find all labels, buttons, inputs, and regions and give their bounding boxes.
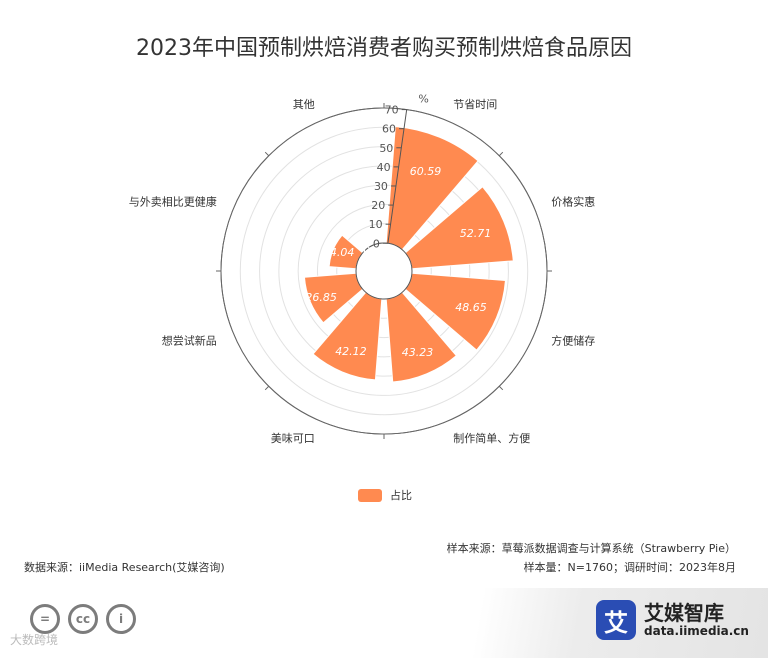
watermark: 大数跨境 — [10, 633, 59, 647]
brand-block: 艾 艾媒智库 data.iimedia.cn — [596, 600, 749, 640]
radial-axis — [387, 109, 408, 244]
cc-icon: cc — [68, 604, 98, 634]
angle-tick — [498, 385, 504, 391]
grid-circle — [259, 146, 509, 396]
brand-logo-icon: 艾 — [596, 600, 636, 640]
attribution-icon: i — [106, 604, 136, 634]
license-icons: = cc i — [30, 604, 136, 634]
sample-source: 样本来源：草莓派数据调查与计算系统（Strawberry Pie） — [446, 542, 736, 555]
data-label: 43.23 — [402, 346, 434, 359]
angle-tick — [264, 151, 270, 157]
category-label: 其他 — [293, 98, 315, 111]
chart-labels: 60.59 节省时间 52.71 价格实惠 48.65 方便储存 43.23 制作简单、方便 4… — [129, 93, 595, 446]
chart-grid — [216, 103, 552, 439]
grid-circle — [336, 223, 432, 319]
data-label: 52.71 — [460, 227, 492, 240]
data-label: 60.59 — [410, 165, 442, 178]
category-label: 美味可口 — [271, 432, 315, 445]
category-label: 想尝试新品 — [162, 333, 217, 347]
polar-bar-chart: 60.59 节省时间 52.71 价格实惠 48.65 方便储存 43.23 制作简单、方便 4… — [129, 93, 595, 446]
data-label: 48.65 — [455, 301, 487, 314]
data-label: 0.12 — [363, 244, 388, 257]
radial-tick-label: 20 — [371, 199, 385, 212]
brand-name: 艾媒智库 — [644, 601, 724, 625]
data-label: 26.85 — [305, 291, 337, 304]
grid-circle — [278, 165, 490, 377]
category-label: 价格实惠 — [551, 195, 595, 209]
angle-tick — [498, 151, 504, 157]
category-label: 与外卖相比更健康 — [129, 195, 217, 209]
legend-swatch — [358, 488, 382, 502]
grid-circle — [316, 203, 452, 339]
data-label: 14.04 — [323, 246, 355, 259]
chart-bars — [303, 126, 514, 383]
radial-unit: % — [418, 93, 428, 106]
grid-circle — [297, 184, 471, 358]
legend-label: 占比 — [390, 489, 412, 502]
radial-tick-label: 40 — [377, 161, 391, 174]
radial-tick-label: 10 — [369, 218, 383, 231]
category-label: 节省时间 — [453, 98, 497, 111]
category-label: 制作简单、方便 — [453, 431, 530, 445]
equals-icon: = — [30, 604, 60, 634]
radial-tick-label: 60 — [382, 123, 396, 136]
radial-tick-label: 0 — [373, 237, 380, 250]
angle-tick — [264, 385, 270, 391]
grid-circle — [239, 126, 529, 416]
data-label: 42.12 — [335, 345, 367, 358]
category-label: 方便储存 — [551, 333, 595, 347]
data-source: 数据来源：iiMedia Research(艾媒咨询) — [24, 561, 225, 574]
radial-tick-label: 30 — [374, 180, 388, 193]
brand-url: data.iimedia.cn — [644, 624, 749, 638]
radial-tick-label: 70 — [385, 104, 399, 117]
legend[interactable]: 占比 — [358, 487, 412, 503]
radial-tick-label: 50 — [379, 142, 393, 155]
sample-size: 样本量：N=1760；调研时间：2023年8月 — [523, 561, 736, 574]
chart-title: 2023年中国预制烘焙消费者购买预制烘焙食品原因 — [136, 36, 632, 61]
